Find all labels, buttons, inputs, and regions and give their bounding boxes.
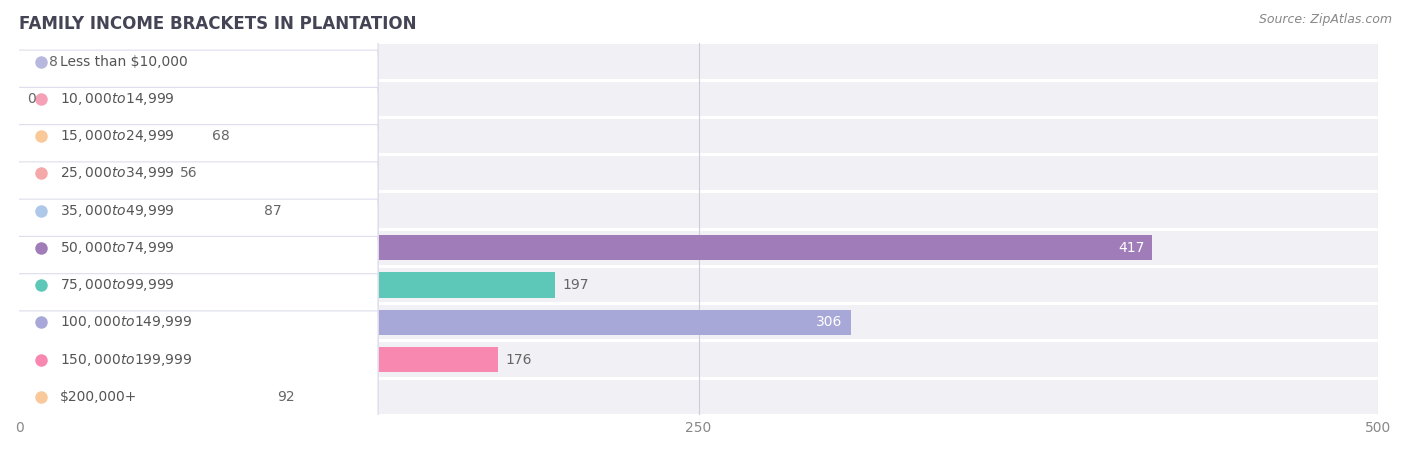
- Text: $100,000 to $149,999: $100,000 to $149,999: [60, 314, 193, 330]
- Text: 87: 87: [264, 203, 281, 217]
- Bar: [20, 235, 1153, 261]
- Text: 176: 176: [506, 352, 533, 367]
- Text: Less than $10,000: Less than $10,000: [60, 54, 188, 68]
- Text: $25,000 to $34,999: $25,000 to $34,999: [60, 165, 174, 181]
- Text: 197: 197: [562, 278, 589, 292]
- Text: 68: 68: [212, 129, 231, 143]
- Bar: [20, 305, 1378, 339]
- Bar: [20, 347, 498, 372]
- Bar: [20, 161, 172, 186]
- Bar: [20, 194, 1378, 228]
- FancyBboxPatch shape: [14, 236, 378, 408]
- Bar: [20, 380, 1378, 414]
- Text: 306: 306: [817, 315, 842, 329]
- Bar: [20, 272, 554, 298]
- FancyBboxPatch shape: [14, 125, 378, 297]
- Text: $35,000 to $49,999: $35,000 to $49,999: [60, 202, 174, 219]
- Text: $50,000 to $74,999: $50,000 to $74,999: [60, 240, 174, 256]
- Text: 56: 56: [180, 166, 197, 180]
- FancyBboxPatch shape: [14, 274, 378, 446]
- FancyBboxPatch shape: [14, 13, 378, 184]
- Bar: [20, 268, 1378, 302]
- Text: Source: ZipAtlas.com: Source: ZipAtlas.com: [1258, 14, 1392, 27]
- Text: $15,000 to $24,999: $15,000 to $24,999: [60, 128, 174, 144]
- Text: $75,000 to $99,999: $75,000 to $99,999: [60, 277, 174, 293]
- Bar: [20, 198, 256, 223]
- FancyBboxPatch shape: [14, 199, 378, 371]
- Bar: [20, 49, 41, 74]
- Text: 8: 8: [49, 54, 58, 68]
- Bar: [20, 123, 204, 148]
- FancyBboxPatch shape: [14, 162, 378, 334]
- FancyBboxPatch shape: [14, 50, 378, 222]
- Text: FAMILY INCOME BRACKETS IN PLANTATION: FAMILY INCOME BRACKETS IN PLANTATION: [20, 15, 416, 33]
- FancyBboxPatch shape: [14, 0, 378, 148]
- Bar: [20, 45, 1378, 79]
- Bar: [20, 231, 1378, 265]
- Text: 417: 417: [1118, 241, 1144, 255]
- Bar: [20, 81, 1378, 116]
- Text: 0: 0: [28, 92, 37, 106]
- Text: $200,000+: $200,000+: [60, 390, 138, 404]
- Bar: [20, 384, 270, 410]
- Bar: [20, 342, 1378, 377]
- FancyBboxPatch shape: [14, 311, 378, 450]
- Text: $10,000 to $14,999: $10,000 to $14,999: [60, 91, 174, 107]
- Text: 92: 92: [277, 390, 295, 404]
- Bar: [20, 310, 851, 335]
- Text: $150,000 to $199,999: $150,000 to $199,999: [60, 351, 193, 368]
- Bar: [20, 119, 1378, 153]
- Bar: [20, 156, 1378, 190]
- FancyBboxPatch shape: [14, 87, 378, 259]
